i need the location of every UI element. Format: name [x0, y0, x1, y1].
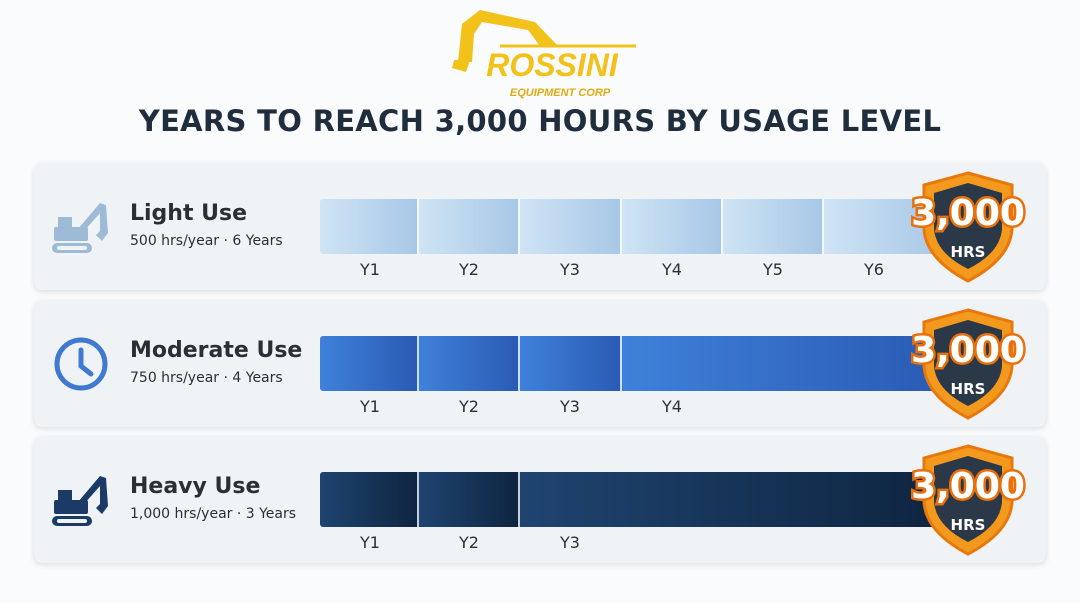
rossini-logo: ROSSINI EQUIPMENT CORP	[452, 10, 636, 99]
badge-value: 3,000	[911, 466, 1025, 507]
year-segment	[824, 199, 940, 254]
year-segment	[320, 336, 419, 391]
year-segment	[622, 336, 940, 391]
badge-unit: HRS	[951, 380, 986, 398]
year-label: Y1	[360, 397, 380, 416]
badge-value: 3,000	[911, 193, 1025, 234]
usage-name: Light Use	[130, 201, 248, 226]
usage-card-light: Light Use 500 hrs/year · 6 Years Y1 Y2 Y3 Y…	[34, 163, 1046, 290]
excavator-icon	[52, 476, 108, 526]
year-segment	[419, 472, 520, 527]
year-label: Y4	[662, 260, 682, 279]
usage-card-moderate: Moderate Use 750 hrs/year · 4 Years Y1 Y2…	[34, 300, 1046, 427]
year-label: Y5	[763, 260, 783, 279]
3000-hrs-badge: 3,000 HRS	[909, 171, 1027, 283]
year-segment	[520, 472, 940, 527]
badge-unit: HRS	[951, 243, 986, 261]
usage-name: Moderate Use	[130, 338, 303, 363]
year-label: Y1	[360, 260, 380, 279]
year-label: Y4	[662, 397, 682, 416]
excavator-icon	[52, 203, 108, 253]
year-label: Y3	[560, 533, 580, 552]
logo-brand: ROSSINI	[486, 47, 619, 83]
year-segment	[520, 199, 622, 254]
years-bar	[320, 336, 940, 391]
year-label: Y6	[864, 260, 884, 279]
usage-detail: 1,000 hrs/year · 3 Years	[130, 506, 297, 522]
year-segment	[622, 199, 723, 254]
year-segment	[320, 199, 419, 254]
clock-icon	[54, 337, 108, 391]
3000-hrs-badge: 3,000 HRS	[909, 308, 1027, 420]
years-bar	[320, 199, 940, 254]
3000-hrs-badge: 3,000 HRS	[909, 444, 1027, 556]
year-label: Y2	[459, 260, 479, 279]
year-segment	[520, 336, 622, 391]
page-title: YEARS TO REACH 3,000 HOURS BY USAGE LEVE…	[138, 104, 942, 138]
year-segment	[723, 199, 824, 254]
year-segment	[419, 199, 520, 254]
year-label: Y1	[360, 533, 380, 552]
usage-card-heavy: Heavy Use 1,000 hrs/year · 3 Years Y1 Y2 Y…	[34, 436, 1046, 563]
usage-name: Heavy Use	[130, 474, 261, 499]
year-segment	[320, 472, 419, 527]
logo-tagline: EQUIPMENT CORP	[510, 87, 611, 99]
badge-unit: HRS	[951, 516, 986, 534]
usage-detail: 500 hrs/year · 6 Years	[130, 233, 283, 249]
badge-value: 3,000	[911, 330, 1025, 371]
year-label: Y2	[459, 533, 479, 552]
usage-detail: 750 hrs/year · 4 Years	[130, 370, 283, 386]
year-label: Y3	[560, 397, 580, 416]
years-bar	[320, 472, 940, 527]
year-segment	[419, 336, 520, 391]
year-label: Y2	[459, 397, 479, 416]
year-label: Y3	[560, 260, 580, 279]
